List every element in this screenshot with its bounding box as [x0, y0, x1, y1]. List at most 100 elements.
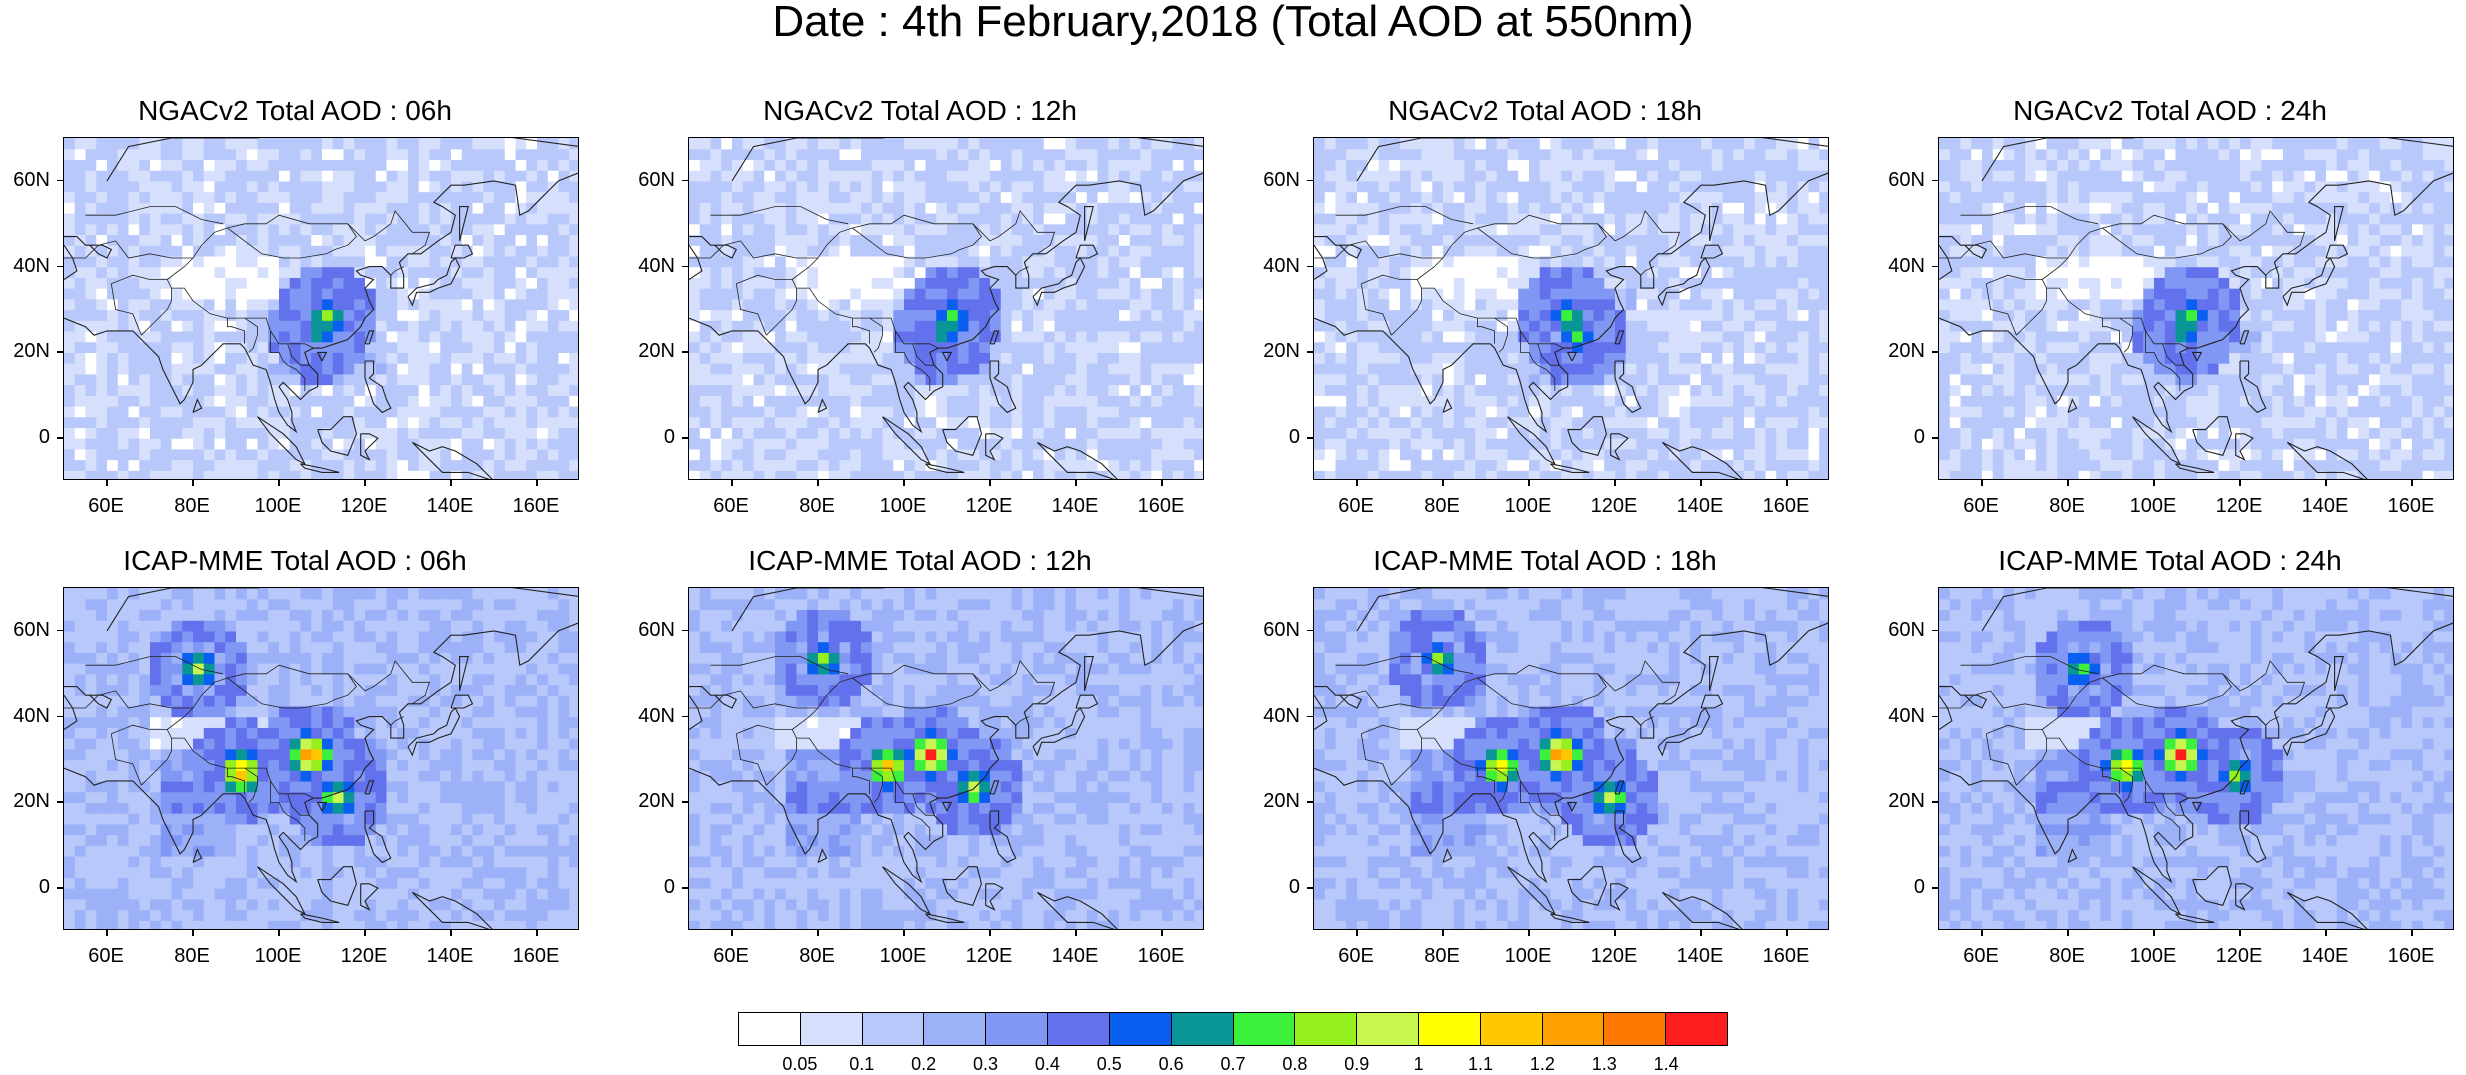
aod-cell	[754, 342, 765, 353]
aod-cell	[818, 267, 829, 278]
aod-cell	[840, 331, 851, 342]
aod-cell	[494, 267, 505, 278]
aod-cell	[775, 310, 786, 321]
y-tick-mark	[1307, 351, 1313, 353]
aod-cell	[1744, 202, 1755, 213]
aod-cell	[279, 288, 290, 299]
aod-cell	[1766, 417, 1777, 428]
aod-cell	[1033, 202, 1044, 213]
aod-cell	[818, 277, 829, 288]
aod-cell	[1723, 470, 1734, 480]
aod-cell	[829, 256, 840, 267]
aod-cell	[129, 159, 140, 170]
aod-cell	[1809, 213, 1820, 224]
aod-cell	[926, 438, 937, 449]
aod-cell	[1497, 224, 1508, 235]
aod-cell	[322, 449, 333, 460]
aod-cell	[1184, 267, 1195, 278]
aod-cell	[1583, 288, 1594, 299]
aod-cell	[1486, 363, 1497, 374]
aod-cell	[829, 181, 840, 192]
x-tick-mark	[989, 480, 991, 486]
aod-cell	[268, 267, 279, 278]
aod-cell	[732, 138, 743, 149]
aod-cell	[1151, 170, 1162, 181]
aod-cell	[1939, 427, 1950, 438]
aod-cell	[75, 374, 86, 385]
aod-cell	[732, 427, 743, 438]
aod-cell	[1314, 342, 1325, 353]
aod-cell	[1173, 406, 1184, 417]
aod-cell	[559, 352, 570, 363]
aod-cell	[559, 395, 570, 406]
aod-cell	[689, 224, 700, 235]
aod-cell	[1151, 159, 1162, 170]
aod-cell	[1432, 320, 1443, 331]
aod-cell	[1379, 138, 1390, 149]
aod-cell	[548, 256, 559, 267]
aod-cell	[1325, 331, 1336, 342]
aod-cell	[969, 395, 980, 406]
aod-cell	[150, 331, 161, 342]
aod-cell	[419, 192, 430, 203]
aod-cell	[850, 213, 861, 224]
aod-cell	[64, 460, 75, 471]
aod-cell	[1787, 363, 1798, 374]
aod-cell	[947, 267, 958, 278]
aod-cell	[569, 427, 579, 438]
aod-cell	[775, 470, 786, 480]
aod-cell	[1982, 427, 1993, 438]
aod-cell	[1454, 438, 1465, 449]
aod-cell	[569, 288, 579, 299]
aod-cell	[86, 320, 97, 331]
aod-cell	[1162, 288, 1173, 299]
aod-cell	[537, 138, 548, 149]
aod-cell	[807, 149, 818, 160]
aod-cell	[775, 234, 786, 245]
aod-cell	[1540, 202, 1551, 213]
aod-cell	[75, 417, 86, 428]
aod-cell	[1194, 427, 1204, 438]
aod-cell	[764, 417, 775, 428]
aod-cell	[1819, 363, 1829, 374]
aod-cell	[861, 374, 872, 385]
aod-cell	[1141, 267, 1152, 278]
aod-cell	[1443, 470, 1454, 480]
aod-cell	[861, 331, 872, 342]
aod-cell	[1336, 277, 1347, 288]
aod-cell	[1529, 202, 1540, 213]
aod-cell	[1325, 417, 1336, 428]
aod-cell	[711, 202, 722, 213]
aod-cell	[322, 395, 333, 406]
aod-cell	[1454, 342, 1465, 353]
panel-title: NGACv2 Total AOD : 06h	[0, 95, 590, 127]
aod-cell	[225, 277, 236, 288]
aod-cell	[1012, 449, 1023, 460]
aod-cell	[516, 277, 527, 288]
aod-cell	[494, 438, 505, 449]
aod-cell	[1151, 363, 1162, 374]
aod-cell	[721, 267, 732, 278]
aod-cell	[548, 170, 559, 181]
aod-cell	[473, 374, 484, 385]
aod-cell	[1712, 299, 1723, 310]
aod-cell	[1001, 288, 1012, 299]
aod-cell	[936, 385, 947, 396]
aod-cell	[1993, 395, 2004, 406]
aod-cell	[893, 170, 904, 181]
aod-cell	[1422, 288, 1433, 299]
aod-cell	[1454, 234, 1465, 245]
aod-cell	[537, 288, 548, 299]
aod-cell	[1939, 138, 1950, 149]
aod-cell	[1162, 331, 1173, 342]
aod-cell	[1022, 138, 1033, 149]
aod-cell	[1389, 470, 1400, 480]
aod-cell	[818, 417, 829, 428]
aod-cell	[1422, 374, 1433, 385]
aod-cell	[204, 406, 215, 417]
aod-cell	[1604, 417, 1615, 428]
aod-cell	[1518, 363, 1529, 374]
aod-cell	[483, 224, 494, 235]
aod-cell	[700, 245, 711, 256]
aod-cell	[1776, 288, 1787, 299]
